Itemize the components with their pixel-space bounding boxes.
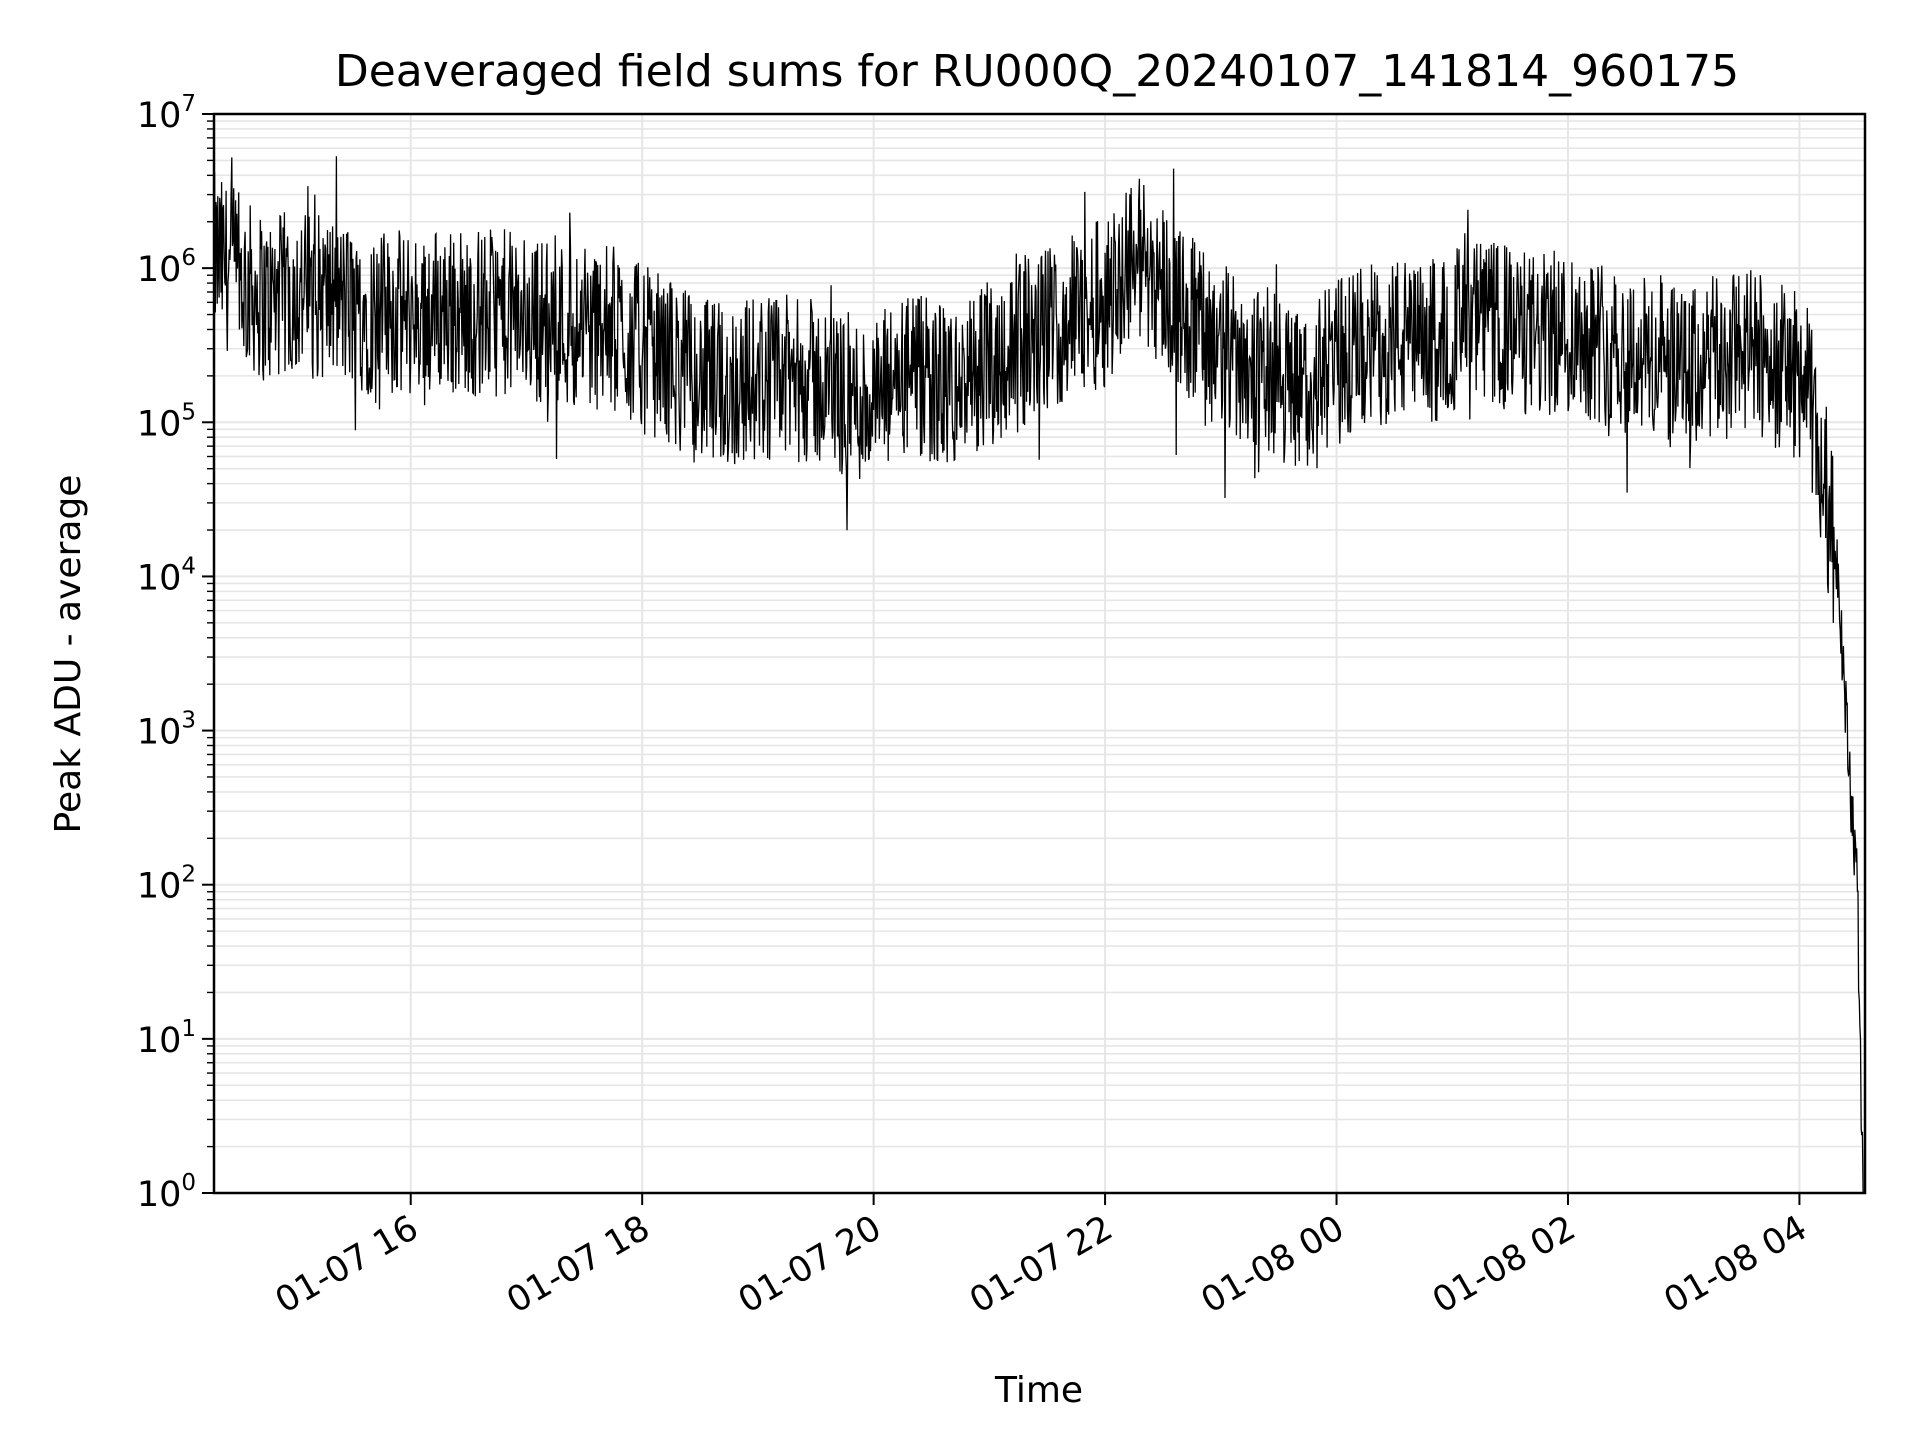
y-tick-label: 105 — [137, 399, 196, 444]
series — [213, 156, 1864, 1194]
y-tick-label: 103 — [137, 708, 196, 753]
chart-title: Deaveraged field sums for RU000Q_2024010… — [335, 46, 1739, 97]
x-axis-label: Time — [994, 1370, 1083, 1411]
y-tick-label: 100 — [137, 1170, 196, 1215]
y-axis-label: Peak ADU - average — [48, 475, 89, 834]
y-tick-label: 101 — [137, 1016, 196, 1061]
y-tick-label: 106 — [137, 245, 196, 290]
y-tick-label: 102 — [137, 862, 196, 907]
plot-frame — [212, 112, 1867, 1195]
y-tick-label: 107 — [137, 91, 196, 136]
y-tick-label: 104 — [137, 553, 196, 598]
data-line — [213, 156, 1864, 1194]
